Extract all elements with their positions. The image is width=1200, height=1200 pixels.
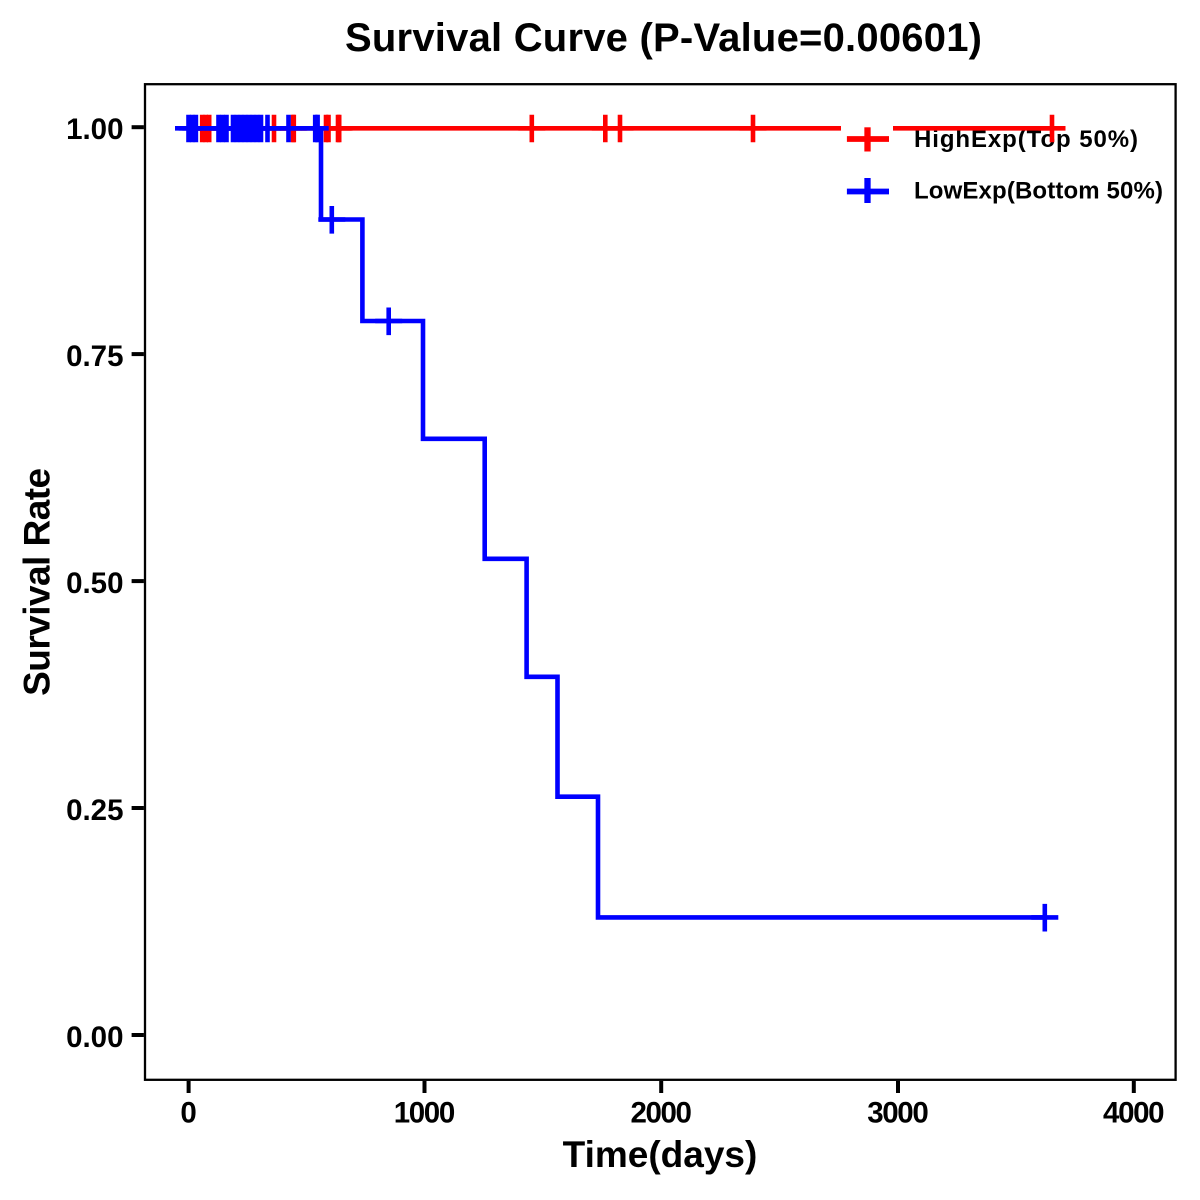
svg-text:2000: 2000: [630, 1096, 692, 1129]
svg-text:Survival Curve (P-Value=0.0060: Survival Curve (P-Value=0.00601): [345, 16, 982, 60]
svg-text:0.75: 0.75: [66, 340, 123, 373]
svg-text:0.00: 0.00: [66, 1021, 123, 1054]
svg-text:LowExp(Bottom 50%): LowExp(Bottom 50%): [914, 177, 1163, 204]
svg-text:Survival Rate: Survival Rate: [17, 468, 58, 696]
svg-text:HighExp(Top 50%): HighExp(Top 50%): [914, 126, 1138, 153]
svg-text:1.00: 1.00: [66, 113, 123, 146]
svg-text:0.25: 0.25: [66, 794, 123, 827]
svg-text:0.50: 0.50: [66, 567, 123, 600]
svg-text:0: 0: [180, 1096, 196, 1129]
svg-text:4000: 4000: [1103, 1096, 1165, 1129]
svg-text:Time(days): Time(days): [563, 1134, 758, 1175]
svg-text:3000: 3000: [867, 1096, 929, 1129]
svg-text:1000: 1000: [394, 1096, 456, 1129]
